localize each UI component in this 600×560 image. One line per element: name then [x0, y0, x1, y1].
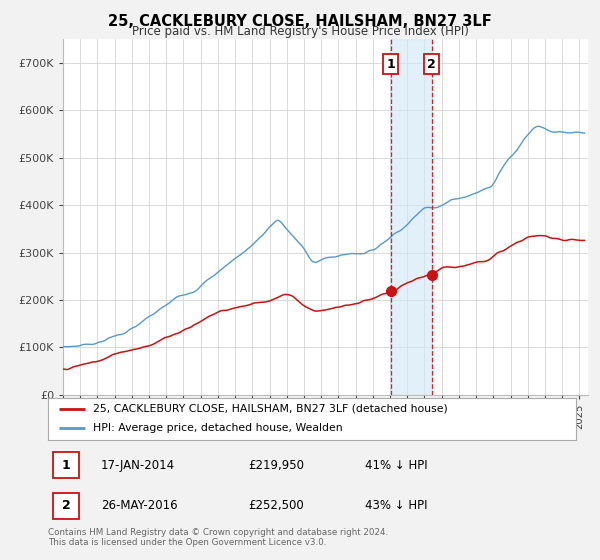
FancyBboxPatch shape [53, 452, 79, 478]
Text: 1: 1 [62, 459, 70, 472]
Text: 26-MAY-2016: 26-MAY-2016 [101, 499, 178, 512]
Text: 17-JAN-2014: 17-JAN-2014 [101, 459, 175, 472]
Text: 2: 2 [62, 499, 70, 512]
Text: 25, CACKLEBURY CLOSE, HAILSHAM, BN27 3LF (detached house): 25, CACKLEBURY CLOSE, HAILSHAM, BN27 3LF… [93, 404, 448, 414]
Text: 1: 1 [386, 58, 395, 71]
Text: £252,500: £252,500 [248, 499, 304, 512]
Text: 2: 2 [427, 58, 436, 71]
Text: 25, CACKLEBURY CLOSE, HAILSHAM, BN27 3LF: 25, CACKLEBURY CLOSE, HAILSHAM, BN27 3LF [108, 14, 492, 29]
Text: 41% ↓ HPI: 41% ↓ HPI [365, 459, 427, 472]
Bar [391, 39, 432, 395]
FancyBboxPatch shape [53, 493, 79, 519]
Text: £219,950: £219,950 [248, 459, 305, 472]
Text: Price paid vs. HM Land Registry's House Price Index (HPI): Price paid vs. HM Land Registry's House … [131, 25, 469, 38]
Text: Contains HM Land Registry data © Crown copyright and database right 2024.
This d: Contains HM Land Registry data © Crown c… [48, 528, 388, 547]
Text: HPI: Average price, detached house, Wealden: HPI: Average price, detached house, Weal… [93, 423, 343, 433]
Text: 43% ↓ HPI: 43% ↓ HPI [365, 499, 427, 512]
